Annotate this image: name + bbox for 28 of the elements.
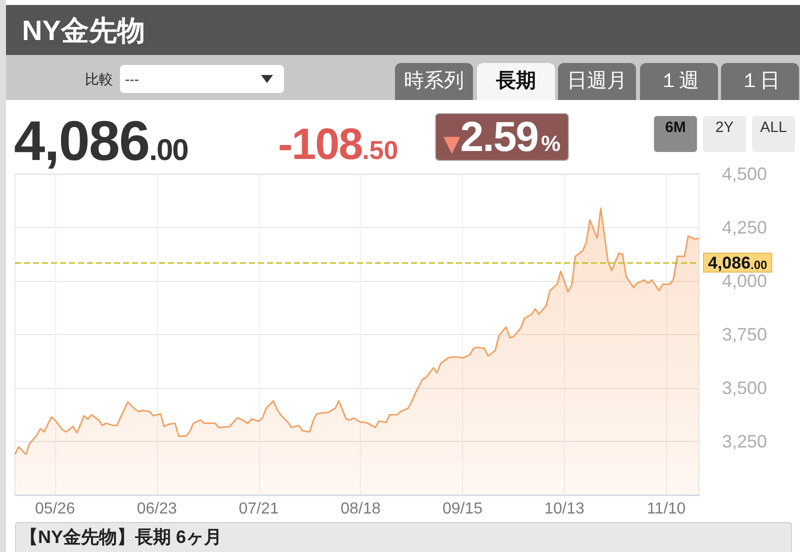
x-tick-label: 09/15	[442, 500, 483, 518]
compare-label: 比較	[85, 70, 113, 88]
y-tick-label: 4,500	[722, 164, 768, 184]
y-tick-label: 3,500	[722, 378, 768, 398]
tab: 長期	[477, 63, 555, 100]
y-tick-label: 4,250	[722, 218, 768, 238]
y-tick-label: 4,000	[722, 271, 768, 291]
tab: １日	[721, 63, 799, 100]
x-tick-label: 08/18	[340, 500, 381, 518]
change-badge: ▼2.59%	[435, 113, 569, 161]
x-tick-label: 07/21	[238, 500, 279, 518]
range-button: 6M	[654, 116, 697, 152]
x-tick-label: 06/23	[136, 500, 178, 518]
x-tick-label: 11/10	[646, 500, 686, 518]
price-change: -108.50	[278, 123, 398, 167]
y-tick-label: 3,750	[722, 324, 768, 344]
section-heading: 【NY金先物】長期 6ヶ月	[15, 522, 792, 552]
select-field: ---	[120, 65, 284, 93]
x-tick-label: 05/26	[35, 500, 76, 518]
chart-title: NY金先物	[22, 14, 145, 48]
tab: １週	[640, 63, 718, 100]
tab: 時系列	[395, 63, 473, 100]
ref-line-label: 4,086.00	[708, 254, 768, 273]
range-button: 2Y	[703, 116, 746, 152]
y-tick-label: 3,250	[722, 432, 768, 452]
range-button: ALL	[752, 116, 795, 152]
x-tick-label: 10/13	[544, 500, 584, 518]
tab: 日週月	[558, 63, 636, 100]
